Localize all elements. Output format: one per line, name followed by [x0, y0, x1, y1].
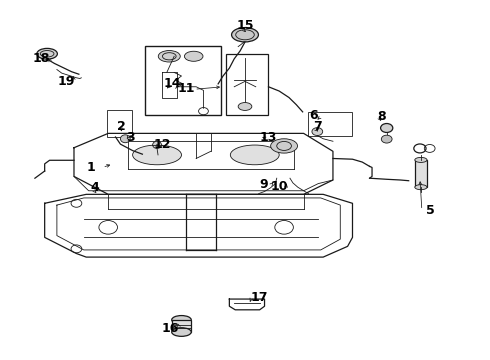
Ellipse shape	[158, 50, 180, 62]
Ellipse shape	[37, 48, 57, 59]
Bar	[308, 112, 351, 136]
Bar	[226, 54, 268, 116]
Bar	[145, 45, 220, 116]
Bar	[107, 110, 132, 137]
Text: 19: 19	[58, 75, 75, 88]
Text: 5: 5	[426, 204, 435, 217]
Ellipse shape	[381, 135, 392, 143]
Bar	[415, 160, 427, 187]
Ellipse shape	[415, 185, 427, 190]
Ellipse shape	[153, 141, 161, 148]
Text: 13: 13	[260, 131, 277, 144]
Text: 8: 8	[377, 110, 386, 123]
Text: 7: 7	[313, 121, 322, 134]
Text: 1: 1	[87, 161, 96, 174]
Ellipse shape	[415, 157, 427, 162]
Text: 17: 17	[251, 291, 269, 304]
Ellipse shape	[230, 145, 279, 165]
Text: 9: 9	[259, 178, 268, 191]
Text: 18: 18	[32, 51, 49, 64]
Ellipse shape	[312, 128, 323, 135]
Text: 2: 2	[118, 120, 126, 133]
Bar	[172, 320, 191, 332]
Text: 3: 3	[126, 131, 134, 144]
Text: 10: 10	[270, 180, 288, 193]
Text: 6: 6	[309, 109, 318, 122]
Ellipse shape	[133, 145, 181, 165]
Text: 16: 16	[162, 322, 179, 335]
Text: 4: 4	[90, 181, 99, 194]
Ellipse shape	[172, 328, 191, 336]
Ellipse shape	[381, 123, 393, 132]
Ellipse shape	[238, 103, 252, 111]
Ellipse shape	[121, 135, 130, 143]
Text: 12: 12	[153, 138, 171, 151]
Ellipse shape	[172, 316, 191, 324]
Text: 15: 15	[236, 19, 254, 32]
Ellipse shape	[184, 51, 203, 61]
Ellipse shape	[270, 139, 297, 153]
Text: 14: 14	[164, 77, 181, 90]
Text: 11: 11	[177, 82, 195, 95]
Ellipse shape	[232, 28, 258, 42]
